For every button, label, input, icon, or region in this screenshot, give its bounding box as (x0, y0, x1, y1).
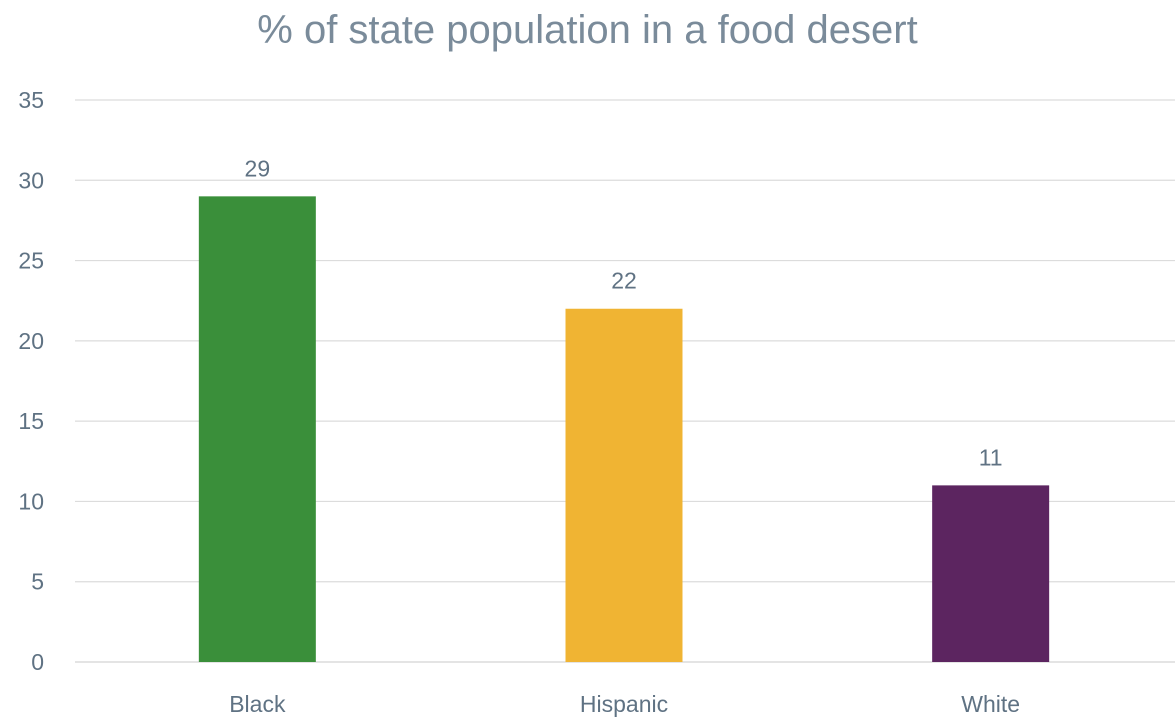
y-tick-label: 10 (18, 488, 44, 514)
y-tick-label: 0 (31, 649, 44, 675)
x-category-label: Black (229, 691, 286, 717)
y-tick-label: 25 (18, 248, 44, 274)
data-label: 29 (245, 155, 271, 181)
data-label: 11 (979, 444, 1003, 470)
y-tick-label: 5 (31, 569, 44, 595)
y-tick-label: 30 (18, 167, 44, 193)
bar-white (932, 485, 1050, 662)
x-category-label: Hispanic (580, 691, 668, 717)
x-category-label: White (961, 691, 1020, 717)
y-tick-label: 15 (18, 408, 44, 434)
y-tick-label: 35 (18, 87, 44, 113)
bar-black (198, 196, 316, 663)
y-tick-label: 20 (18, 328, 44, 354)
data-label: 22 (611, 268, 637, 294)
chart-title: % of state population in a food desert (257, 8, 918, 52)
bar-hispanic (565, 308, 683, 662)
